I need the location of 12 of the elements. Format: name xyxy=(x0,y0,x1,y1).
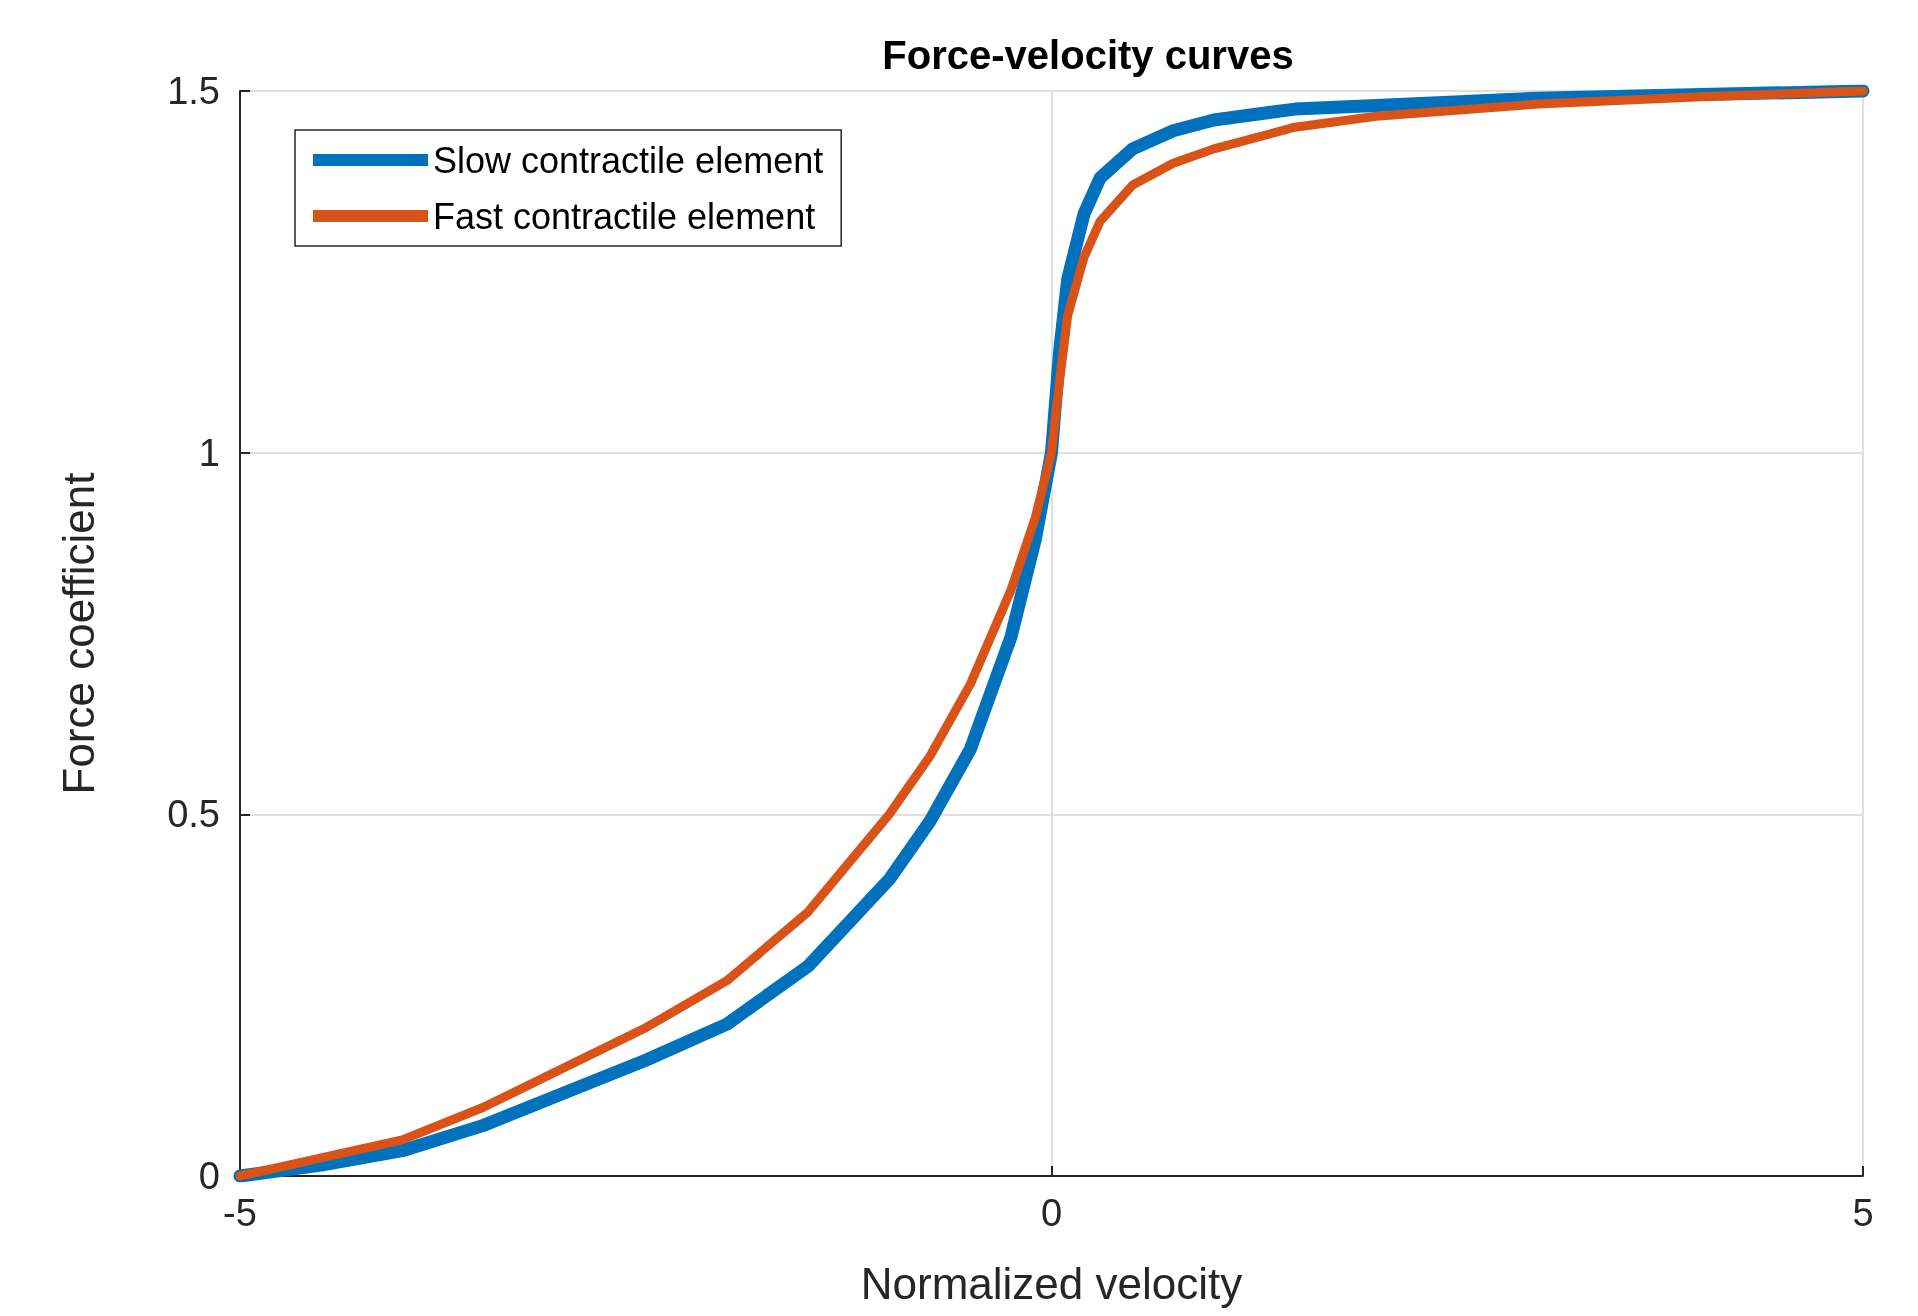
y-tick-label: 1 xyxy=(198,431,220,474)
x-tick-label: 0 xyxy=(1040,1192,1063,1234)
y-axis-title: Force coefficient xyxy=(53,472,103,795)
legend-label: Fast contractile element xyxy=(433,195,816,237)
y-tick-label: 0.5 xyxy=(167,793,220,836)
y-tick-label: 1.5 xyxy=(167,70,220,112)
x-tick-label: -5 xyxy=(223,1192,257,1234)
chart-title: Force-velocity curves xyxy=(882,33,1294,77)
x-axis-title: Normalized velocity xyxy=(860,1258,1243,1308)
y-tick-label: 0 xyxy=(198,1155,220,1197)
legend-label: Slow contractile element xyxy=(433,139,824,181)
x-tick-label: 5 xyxy=(1852,1192,1874,1234)
